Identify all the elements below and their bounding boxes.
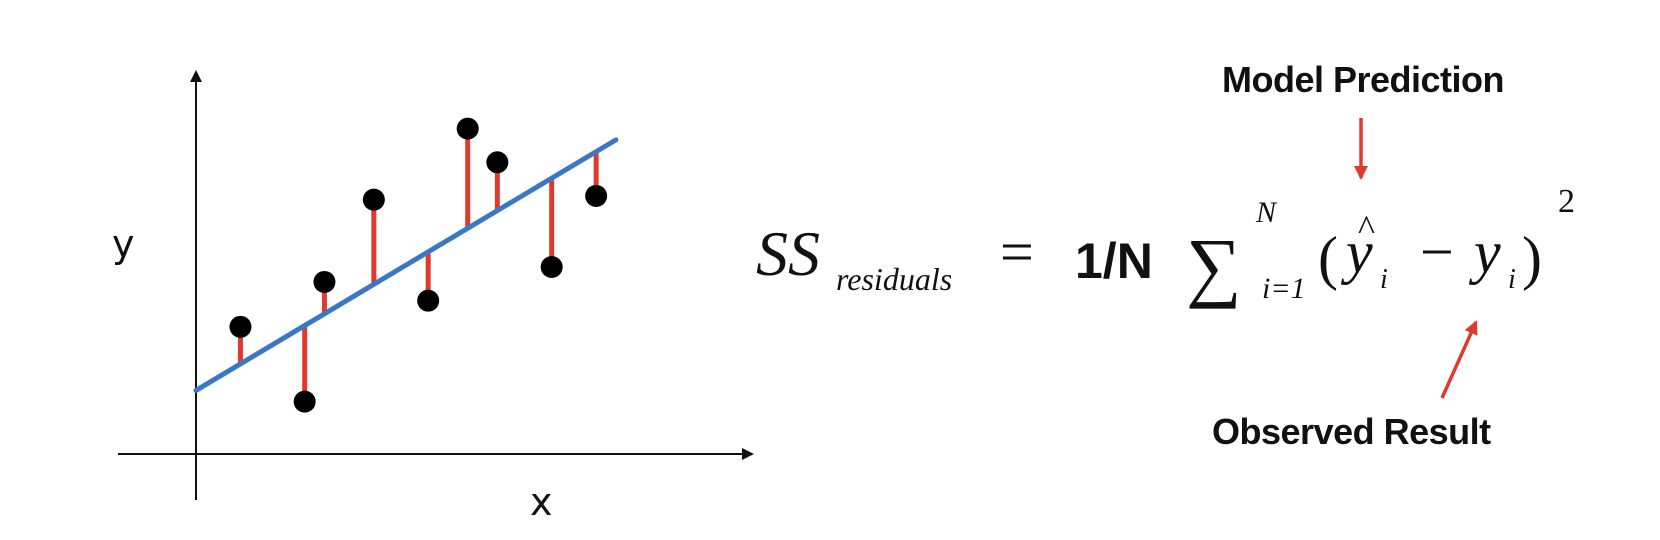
observed-result-label: Observed Result [1212,411,1491,452]
formula-minus: − [1420,219,1454,285]
formula-equals: = [1000,219,1034,285]
residual-sum-formula: SS residuals = 1/N ∑ N i=1 ( y ^ i − y i… [756,183,1575,309]
formula-open-paren: ( [1318,225,1338,291]
formula-close-paren: ) [1522,225,1542,291]
data-point [313,270,336,293]
data-point [456,117,479,140]
scatter-plot: y x [112,70,754,524]
data-point [362,188,385,211]
data-point [585,184,608,207]
sum-lower-limit: i=1 [1262,272,1306,305]
formula-lhs-subscript: residuals [836,261,952,297]
data-point [417,289,440,312]
data-point [540,256,563,278]
data-point [229,315,252,338]
data-point [486,151,509,174]
x-axis-label: x [530,480,553,524]
formula-yhat-index: i [1380,264,1388,295]
formula-coefficient: 1/N [1075,233,1153,289]
sum-symbol: ∑ [1186,222,1242,309]
formula-yhat: y [1340,219,1373,285]
formula-y: y [1468,219,1501,285]
model-prediction-label: Model Prediction [1222,59,1504,100]
fit-line [193,137,619,393]
formula-y-index: i [1508,264,1516,295]
observed-result-arrow [1440,320,1478,399]
y-axis-label: y [112,222,135,266]
formula-exponent: 2 [1558,183,1575,220]
formula-lhs: SS [756,218,820,289]
sum-upper-limit: N [1255,196,1278,229]
data-points [229,117,608,413]
formula-hat: ^ [1358,208,1375,248]
data-point [293,390,316,413]
